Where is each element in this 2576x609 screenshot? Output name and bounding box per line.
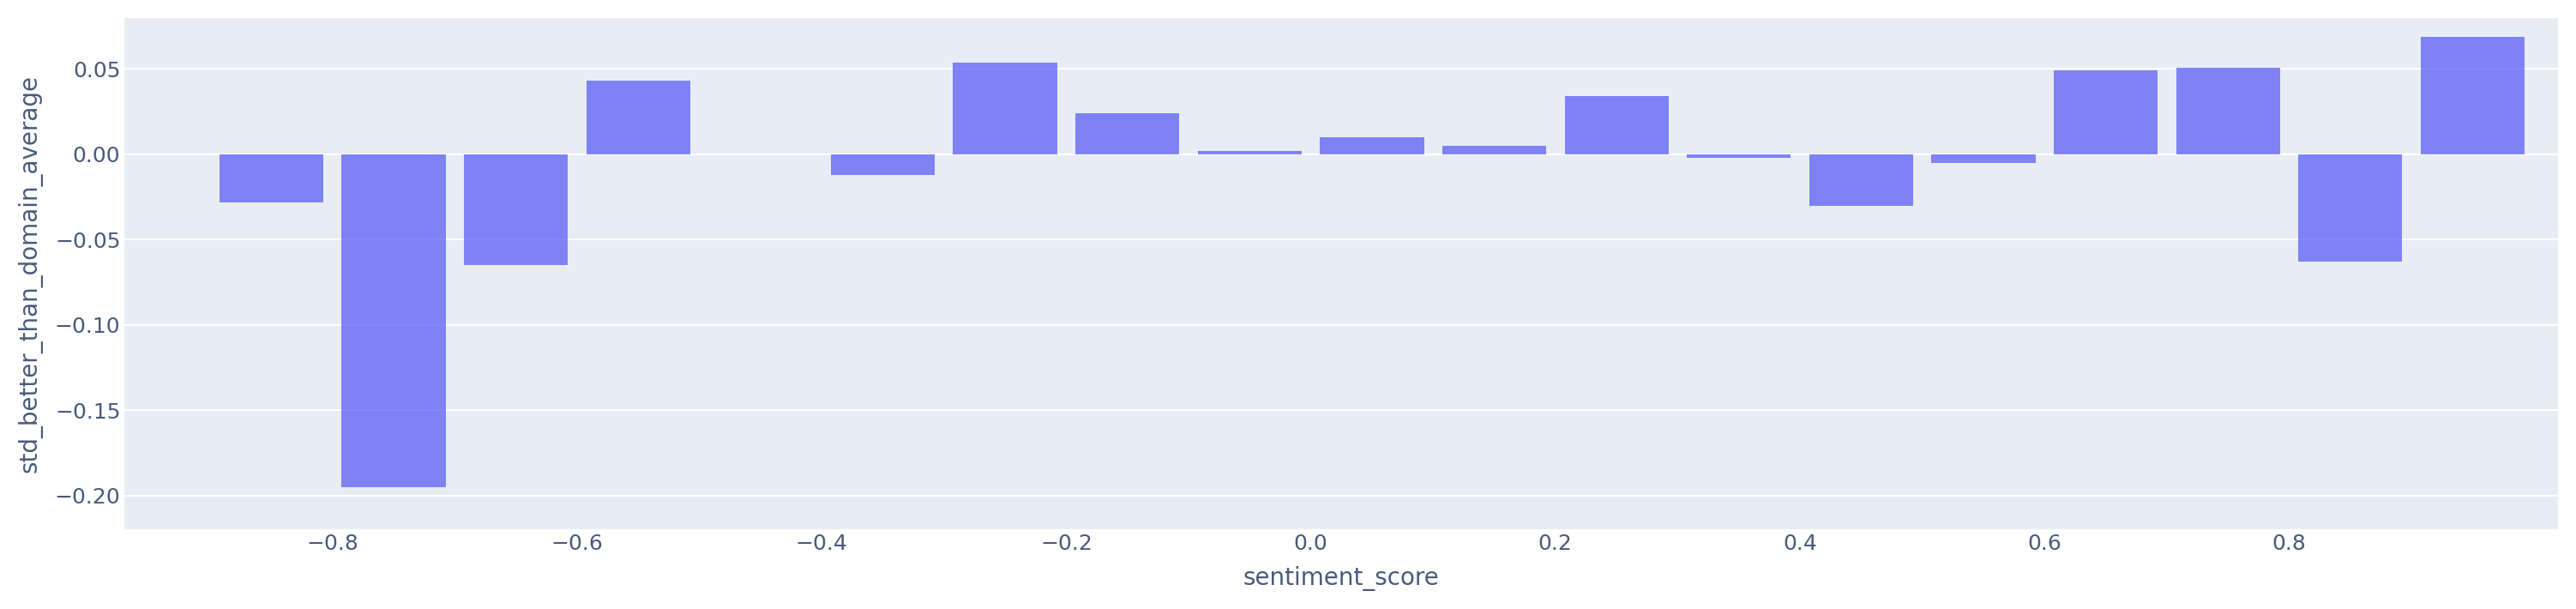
Bar: [2421, 37, 2524, 154]
Y-axis label: std_better_than_domain_average: std_better_than_domain_average: [18, 75, 44, 473]
Bar: [343, 154, 446, 487]
Bar: [464, 154, 567, 265]
Bar: [953, 62, 1056, 154]
Bar: [1074, 113, 1180, 154]
Bar: [2053, 71, 2159, 154]
X-axis label: sentiment_score: sentiment_score: [1244, 566, 1440, 591]
Bar: [1932, 154, 2035, 163]
Bar: [2177, 68, 2280, 154]
Bar: [1443, 146, 1546, 154]
Bar: [1564, 96, 1669, 154]
Bar: [832, 154, 935, 175]
Bar: [1687, 154, 1790, 158]
Bar: [587, 81, 690, 154]
Bar: [1198, 151, 1301, 154]
Bar: [1319, 137, 1425, 154]
Bar: [1808, 154, 1914, 205]
Bar: [219, 154, 325, 202]
Bar: [2298, 154, 2403, 262]
